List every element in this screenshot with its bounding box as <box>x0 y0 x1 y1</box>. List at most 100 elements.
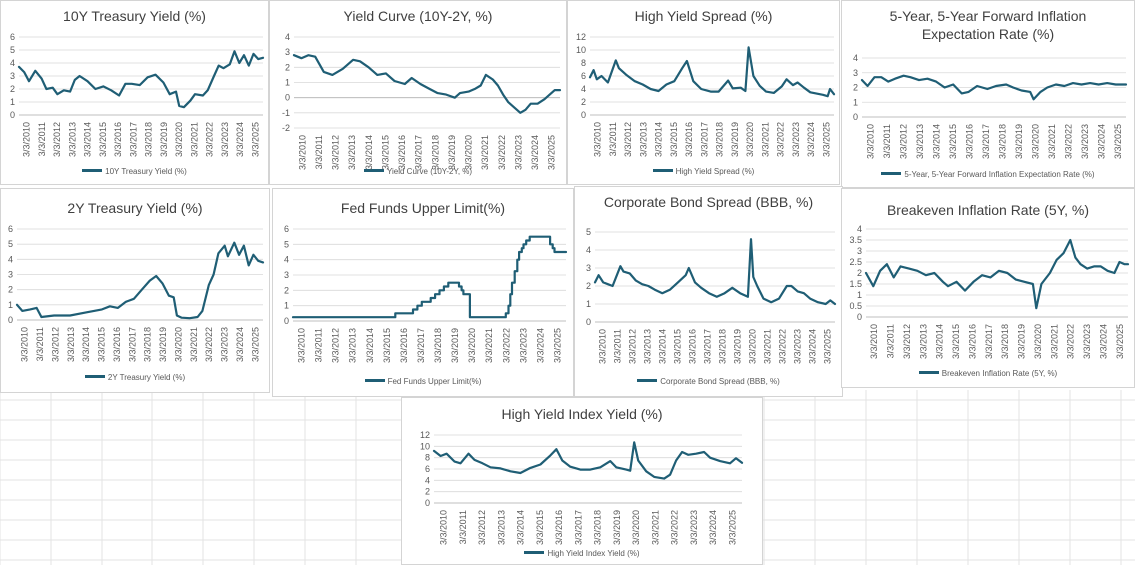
x-tick-label: 3/3/2017 <box>984 324 994 359</box>
x-tick-label: 3/3/2020 <box>467 328 477 363</box>
x-tick-label: 3/3/2021 <box>1049 324 1059 359</box>
x-tick-label: 3/3/2022 <box>1066 324 1076 359</box>
chart-2y-treasury-yield[interactable]: 2Y Treasury Yield (%) 2Y Treasury Yield … <box>0 188 270 393</box>
x-tick-label: 3/3/2014 <box>83 122 93 157</box>
y-tick-label: 1 <box>586 299 591 309</box>
x-tick-label: 3/3/2024 <box>806 122 816 157</box>
legend-label: Fed Funds Upper Limit(%) <box>387 377 482 386</box>
chart-10y-treasury-yield[interactable]: 10Y Treasury Yield (%) 10Y Treasury Yiel… <box>0 0 269 185</box>
x-tick-label: 3/3/2019 <box>1014 124 1024 159</box>
legend-line-icon <box>637 379 658 383</box>
y-tick-label: 0 <box>857 312 862 322</box>
x-tick-label: 3/3/2011 <box>458 510 468 544</box>
x-tick-label: 3/3/2020 <box>464 135 474 170</box>
y-tick-label: 2 <box>425 487 430 497</box>
x-tick-label: 3/3/2013 <box>643 329 653 364</box>
chart-legend: 10Y Treasury Yield (%) <box>1 167 268 176</box>
y-tick-label: 1 <box>853 97 858 107</box>
x-tick-label: 3/3/2023 <box>1082 324 1092 359</box>
x-tick-label: 3/3/2023 <box>793 329 803 364</box>
x-tick-label: 3/3/2016 <box>399 328 409 363</box>
x-tick-label: 3/3/2013 <box>66 327 76 362</box>
chart-legend: Yield Curve (10Y-2Y, %) <box>270 167 566 176</box>
chart-plot: 0 1 2 3 4 5 6 3/3/2010 3/3/2011 3/3/2012 3/3/2013 3… <box>10 32 265 157</box>
series-line <box>588 46 836 98</box>
x-tick-label: 3/3/2014 <box>654 122 664 157</box>
x-tick-label: 3/3/2019 <box>158 327 168 362</box>
x-tick-label: 3/3/2021 <box>480 135 490 170</box>
y-tick-label: 3 <box>857 246 862 256</box>
x-tick-label: 3/3/2023 <box>220 122 230 157</box>
x-tick-label: 3/3/2024 <box>235 122 245 157</box>
x-tick-label: 3/3/2015 <box>948 124 958 159</box>
chart-plot: 0 1 2 3 4 5 3/3/2010 3/3/2011 3/3/2012 3/3/2013 3/… <box>586 227 837 364</box>
x-tick-label: 3/3/2016 <box>397 135 407 170</box>
chart-title: Corporate Bond Spread (BBB, %) <box>603 194 814 210</box>
series-line <box>432 441 744 480</box>
x-tick-label: 3/3/2015 <box>382 328 392 363</box>
chart-legend: Corporate Bond Spread (BBB, %) <box>575 377 842 386</box>
chart-high-yield-spread[interactable]: High Yield Spread (%) High Yield Spread … <box>567 0 840 185</box>
legend-label: High Yield Index Yield (%) <box>547 549 640 558</box>
x-tick-label: 3/3/2010 <box>598 329 608 364</box>
chart-legend: Breakeven Inflation Rate (5Y, %) <box>842 369 1134 378</box>
y-tick-label: 0 <box>284 316 289 326</box>
y-tick-label: 2 <box>10 84 15 94</box>
y-tick-label: 10 <box>576 45 586 55</box>
x-tick-label: 3/3/2018 <box>433 328 443 363</box>
chart-yield-curve[interactable]: Yield Curve (10Y-2Y, %) Yield Curve (10Y… <box>269 0 567 185</box>
x-tick-label: 3/3/2020 <box>1030 124 1040 159</box>
chart-5y5y-forward-inflation[interactable]: 5-Year, 5-Year Forward Inflation Expecta… <box>841 0 1135 188</box>
x-tick-label: 3/3/2013 <box>496 510 506 545</box>
x-tick-label: 3/3/2022 <box>670 510 680 545</box>
chart-title: High Yield Index Yield (%) <box>501 406 663 422</box>
y-tick-label: 8 <box>581 58 586 68</box>
x-tick-label: 3/3/2017 <box>573 510 583 545</box>
y-tick-label: 3 <box>586 263 591 273</box>
chart-high-yield-index-yield[interactable]: High Yield Index Yield (%) High Yield In… <box>401 397 763 565</box>
x-tick-label: 3/3/2022 <box>501 328 511 363</box>
x-tick-label: 3/3/2021 <box>1047 124 1057 159</box>
x-tick-label: 3/3/2011 <box>314 328 324 362</box>
x-tick-label: 3/3/2011 <box>37 122 47 156</box>
x-tick-label: 3/3/2018 <box>718 329 728 364</box>
x-tick-label: 3/3/2016 <box>967 324 977 359</box>
y-tick-label: 2 <box>285 62 290 72</box>
x-tick-label: 3/3/2012 <box>52 122 62 157</box>
y-tick-label: 0 <box>853 112 858 122</box>
x-tick-label: 3/3/2011 <box>613 329 623 363</box>
y-tick-label: 3 <box>285 47 290 57</box>
y-tick-label: 4 <box>8 254 13 264</box>
y-tick-label: 3 <box>8 270 13 280</box>
y-tick-label: 0 <box>586 317 591 327</box>
x-tick-label: 3/3/2023 <box>518 328 528 363</box>
y-tick-label: 2 <box>853 83 858 93</box>
x-tick-label: 3/3/2012 <box>902 324 912 359</box>
chart-breakeven-inflation-5y[interactable]: Breakeven Inflation Rate (5Y, %) Breakev… <box>841 188 1135 388</box>
x-tick-label: 3/3/2012 <box>50 327 60 362</box>
y-tick-label: 1 <box>857 290 862 300</box>
x-tick-label: 3/3/2020 <box>631 510 641 545</box>
x-tick-label: 3/3/2017 <box>699 122 709 157</box>
y-tick-label: 0 <box>425 498 430 508</box>
x-tick-label: 3/3/2018 <box>997 124 1007 159</box>
x-tick-label: 3/3/2010 <box>297 135 307 170</box>
y-tick-label: 6 <box>8 224 13 234</box>
y-tick-label: 4 <box>284 255 289 265</box>
y-tick-label: 1 <box>284 301 289 311</box>
chart-legend: 5-Year, 5-Year Forward Inflation Expecta… <box>842 170 1134 179</box>
chart-title: Yield Curve (10Y-2Y, %) <box>343 8 493 24</box>
x-tick-label: 3/3/2010 <box>593 122 603 157</box>
chart-fed-funds-upper-limit[interactable]: Fed Funds Upper Limit(%) Fed Funds Upper… <box>272 188 574 397</box>
chart-corporate-bond-spread-bbb[interactable]: Corporate Bond Spread (BBB, %) Corporate… <box>574 186 843 397</box>
x-tick-label: 3/3/2012 <box>628 329 638 364</box>
legend-label: High Yield Spread (%) <box>675 167 755 176</box>
legend-label: Yield Curve (10Y-2Y, %) <box>386 167 473 176</box>
chart-title: Fed Funds Upper Limit(%) <box>340 200 506 216</box>
y-tick-label: 3 <box>284 270 289 280</box>
x-tick-label: 3/3/2010 <box>297 328 307 363</box>
x-tick-label: 3/3/2024 <box>1096 124 1106 159</box>
chart-plot: 0 1 2 3 4 3/3/2010 3/3/2011 3/3/2012 3/3/2013 3/3… <box>853 53 1128 159</box>
y-tick-label: 5 <box>10 45 15 55</box>
y-tick-label: 6 <box>10 32 15 42</box>
